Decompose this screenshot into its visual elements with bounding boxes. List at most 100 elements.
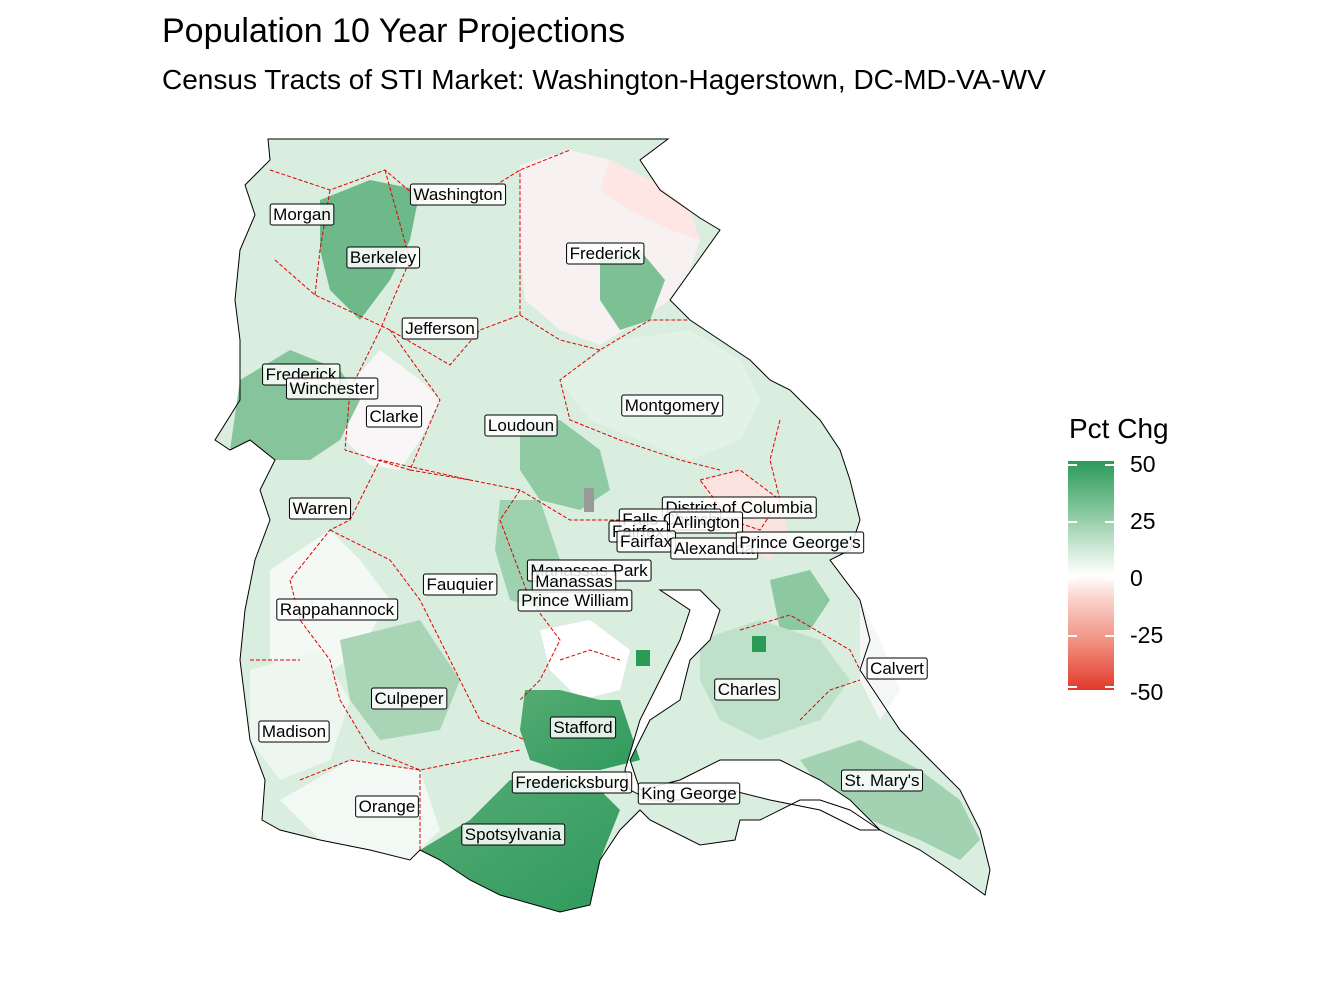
legend-mark-minus25 <box>1068 635 1077 637</box>
zone-pg-green <box>770 570 830 630</box>
county-label-box <box>517 589 633 612</box>
zone-pw-white <box>540 620 630 700</box>
county-label-winchester: Winchester <box>285 377 379 400</box>
legend-title: Pct Chg <box>1069 413 1169 444</box>
county-label-text: Calvert <box>870 659 924 678</box>
county-label-prince-william: Prince William <box>517 589 633 612</box>
county-label-box <box>371 687 448 710</box>
county-label-arlington: Arlington <box>668 511 744 534</box>
county-label-stafford: Stafford <box>549 716 617 739</box>
county-label-rappahannock: Rappahannock <box>276 598 399 621</box>
county-label-text: Clarke <box>369 407 418 426</box>
county-label-box <box>621 394 724 417</box>
border-21 <box>559 649 621 661</box>
county-label-text: Madison <box>262 722 326 741</box>
county-label-text: Loudoun <box>488 416 554 435</box>
border-13 <box>289 579 421 771</box>
zone-loudoun-green <box>520 420 610 510</box>
county-label-text: Charles <box>718 680 777 699</box>
border-12 <box>499 489 561 701</box>
legend-tick-25: 25 <box>1130 508 1156 534</box>
county-label-text: Washington <box>413 185 502 204</box>
county-label-text: Orange <box>359 797 416 816</box>
county-label-box <box>735 531 865 554</box>
county-label-box <box>401 317 479 340</box>
legend-tick-minus50: -50 <box>1130 679 1164 705</box>
county-label-box <box>285 377 379 400</box>
tract-hotspot-charles <box>752 636 766 652</box>
county-label-king-george: King George <box>637 782 741 805</box>
county-label-box <box>276 598 399 621</box>
county-label-box <box>840 769 924 792</box>
county-label-box <box>549 716 617 739</box>
county-label-box <box>511 771 633 794</box>
border-15 <box>299 749 521 781</box>
county-label-text: Arlington <box>672 513 739 532</box>
county-label-culpeper: Culpeper <box>371 687 448 710</box>
county-label-box <box>866 657 928 680</box>
legend-mark-50-r <box>1105 464 1114 466</box>
tract-hotspot-pw <box>636 650 650 666</box>
county-label-montgomery: Montgomery <box>621 394 724 417</box>
county-label-text: Fairfax <box>620 532 672 551</box>
county-label-manassas: Manassas <box>531 570 617 593</box>
county-label-spotsylvania: Spotsylvania <box>461 823 566 846</box>
legend-mark-25 <box>1068 521 1077 523</box>
county-label-text: King George <box>641 784 736 803</box>
county-label-text: Manassas <box>535 572 612 591</box>
county-label-jefferson: Jefferson <box>401 317 479 340</box>
county-label-frederick: Frederick <box>566 242 645 265</box>
county-label-box <box>269 203 335 226</box>
county-label-fredericksburg: Fredericksburg <box>511 771 633 794</box>
county-label-text: Winchester <box>289 379 374 398</box>
county-labels: Washington Morgan Berkeley Frederick Jeffers… <box>258 183 928 846</box>
county-label-text: Fauquier <box>426 575 493 594</box>
county-label-madison: Madison <box>258 720 330 743</box>
county-label-text: St. Mary's <box>844 771 919 790</box>
county-label-box <box>637 782 741 805</box>
map-subtitle: Census Tracts of STI Market: Washington-… <box>162 64 1046 95</box>
county-label-washington: Washington <box>409 183 507 206</box>
county-label-text: Prince George's <box>739 533 860 552</box>
legend-mark-minus50 <box>1068 686 1077 688</box>
county-label-text: Spotsylvania <box>465 825 562 844</box>
market-outline <box>214 138 991 913</box>
legend-tick-50: 50 <box>1130 451 1156 477</box>
county-label-box <box>461 823 566 846</box>
county-label-fairfax: Fairfax <box>616 530 676 553</box>
county-label-warren: Warren <box>288 497 352 520</box>
border-7 <box>519 314 690 351</box>
legend-mark-minus25-r <box>1105 635 1114 637</box>
zone-frederick-md-green <box>600 250 665 330</box>
zone-madison-pale <box>250 650 350 780</box>
county-label-box <box>422 573 498 596</box>
water <box>624 589 882 831</box>
legend-mark-50 <box>1068 464 1077 466</box>
county-label-calvert: Calvert <box>866 657 928 680</box>
county-label-text: Stafford <box>553 718 612 737</box>
legend-mark-minus50-r <box>1105 686 1114 688</box>
zone-frederick-md-pink <box>600 160 700 240</box>
county-label-text: Morgan <box>273 205 331 224</box>
county-label-box <box>668 511 744 534</box>
county-label-box <box>258 720 330 743</box>
border-11 <box>329 529 526 741</box>
county-label-box <box>365 405 423 428</box>
legend-mark-25-r <box>1105 521 1114 523</box>
border-20 <box>799 679 861 721</box>
potomac-river <box>624 589 882 831</box>
border-6 <box>344 329 441 471</box>
county-label-loudoun: Loudoun <box>484 414 558 437</box>
county-label-clarke: Clarke <box>365 405 423 428</box>
county-label-prince-george-s: Prince George's <box>735 531 865 554</box>
county-label-text: Frederick <box>570 244 641 263</box>
border-18 <box>769 419 781 501</box>
county-label-text: Fredericksburg <box>515 773 628 792</box>
border-3 <box>274 170 521 366</box>
county-label-orange: Orange <box>355 795 419 818</box>
map-title: Population 10 Year Projections <box>162 12 626 50</box>
border-10 <box>289 459 471 581</box>
county-label-box <box>714 678 780 701</box>
county-label-text: Jefferson <box>405 319 475 338</box>
